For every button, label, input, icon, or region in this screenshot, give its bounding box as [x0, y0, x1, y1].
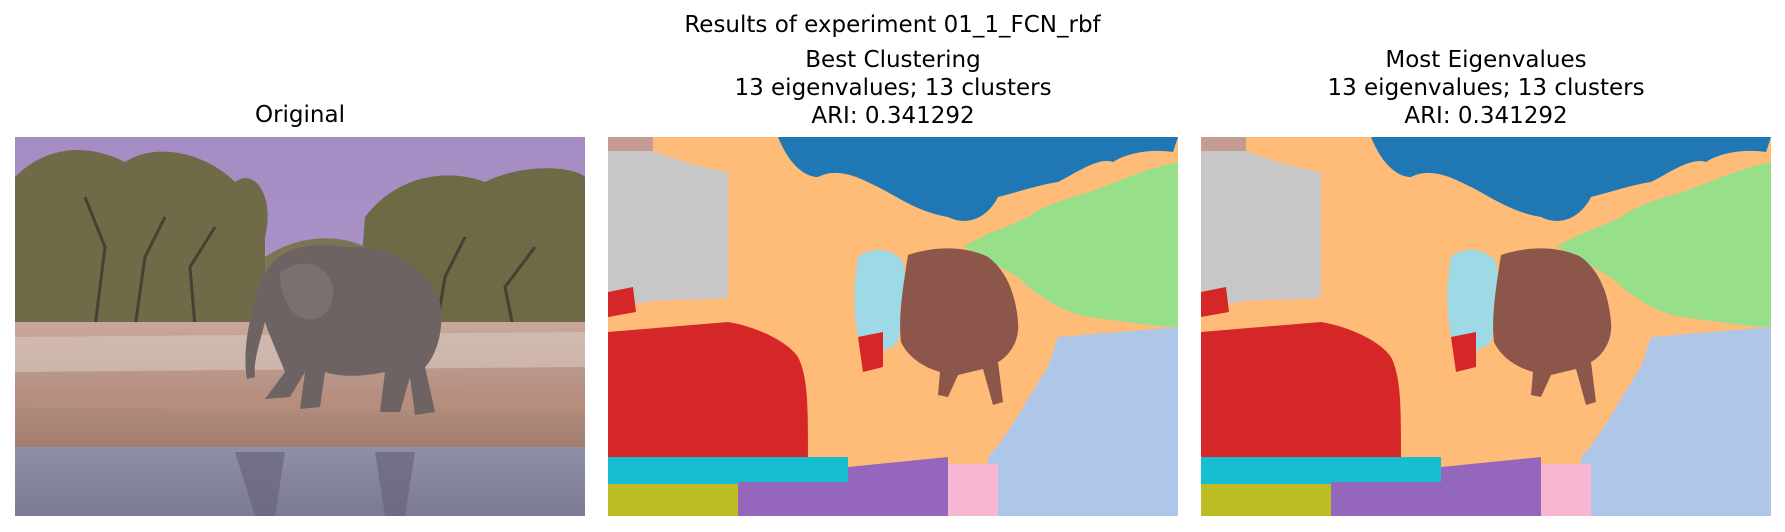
title-line: Original: [254, 102, 345, 128]
most-eigenvalues-panel: [1201, 137, 1771, 516]
title-line: ARI: 0.341292: [1404, 103, 1568, 129]
figure-title: Results of experiment 01_1_FCN_rbf: [684, 12, 1101, 38]
cluster-region-elephant: [900, 248, 1019, 405]
cluster-region-purple: [738, 457, 948, 516]
original-image: [15, 137, 585, 516]
title-line: 13 eigenvalues; 13 clusters: [734, 75, 1052, 101]
cluster-region-trees-left: [1201, 151, 1321, 307]
cluster-region-pink: [1541, 464, 1591, 516]
title-line: Most Eigenvalues: [1385, 47, 1587, 73]
cluster-region-ground: [608, 287, 883, 457]
panel-title-most-eigenvalues: Most Eigenvalues 13 eigenvalues; 13 clus…: [1201, 46, 1771, 130]
cluster-region-cyan: [608, 457, 848, 484]
title-line: Best Clustering: [805, 47, 981, 73]
cluster-region-corner: [608, 137, 653, 151]
cluster-region-purple: [1331, 457, 1541, 516]
title-line: 13 eigenvalues; 13 clusters: [1327, 75, 1645, 101]
cluster-region-trees-right: [1556, 162, 1771, 327]
segmentation-map-most-eigenvalues: [1201, 137, 1771, 516]
cluster-region-corner: [1201, 137, 1246, 151]
cluster-region-elephant: [1493, 248, 1612, 405]
cluster-region-trees-left: [608, 151, 728, 307]
cluster-region-olive: [608, 484, 738, 516]
panel-title-best-clustering: Best Clustering 13 eigenvalues; 13 clust…: [608, 46, 1178, 130]
cluster-region-head: [1447, 249, 1499, 352]
segmentation-map-best: [608, 137, 1178, 516]
cluster-region-head: [854, 249, 906, 352]
cluster-region-gravel: [1581, 327, 1771, 516]
cluster-region-olive: [1201, 484, 1331, 516]
cluster-region-cyan: [1201, 457, 1441, 484]
best-clustering-panel: [608, 137, 1178, 516]
cluster-region-trees-right: [963, 162, 1178, 327]
title-line: ARI: 0.341292: [811, 103, 975, 129]
panel-title-original: Original: [15, 101, 585, 129]
cluster-region-gravel: [988, 327, 1178, 516]
cluster-region-sky: [778, 137, 1178, 221]
cluster-region-sky: [1371, 137, 1771, 221]
cluster-region-ground: [1201, 287, 1476, 457]
cluster-region-pink: [948, 464, 998, 516]
original-image-panel: [15, 137, 585, 516]
